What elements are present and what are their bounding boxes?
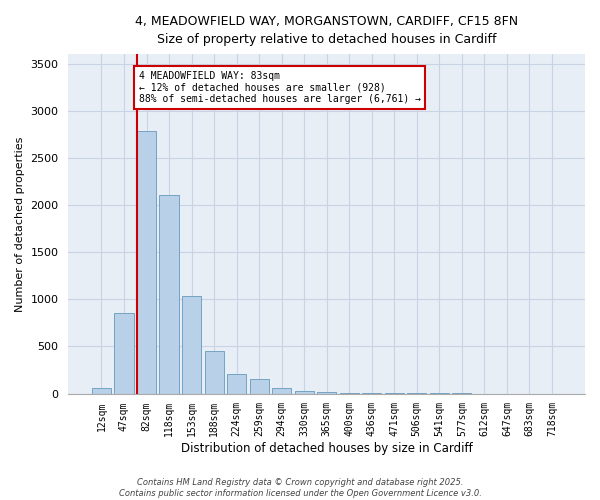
X-axis label: Distribution of detached houses by size in Cardiff: Distribution of detached houses by size … [181, 442, 473, 455]
Bar [317, 392, 336, 394]
Bar [295, 390, 314, 394]
Y-axis label: Number of detached properties: Number of detached properties [15, 136, 25, 312]
Bar [160, 194, 179, 394]
Bar [182, 296, 201, 394]
Bar [137, 132, 156, 394]
Bar [92, 388, 111, 394]
Title: 4, MEADOWFIELD WAY, MORGANSTOWN, CARDIFF, CF15 8FN
Size of property relative to : 4, MEADOWFIELD WAY, MORGANSTOWN, CARDIFF… [135, 15, 518, 46]
Bar [340, 392, 359, 394]
Bar [272, 388, 291, 394]
Text: 4 MEADOWFIELD WAY: 83sqm
← 12% of detached houses are smaller (928)
88% of semi-: 4 MEADOWFIELD WAY: 83sqm ← 12% of detach… [139, 71, 421, 104]
Bar [205, 350, 224, 394]
Bar [250, 380, 269, 394]
Bar [227, 374, 246, 394]
Bar [115, 314, 134, 394]
Text: Contains HM Land Registry data © Crown copyright and database right 2025.
Contai: Contains HM Land Registry data © Crown c… [119, 478, 481, 498]
